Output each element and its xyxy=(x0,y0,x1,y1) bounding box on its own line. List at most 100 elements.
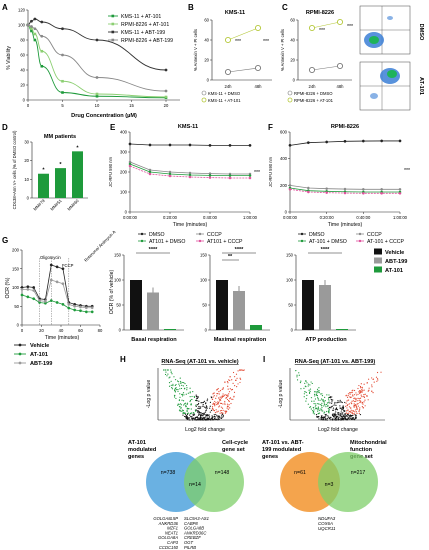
flow-plot-dmso-minor xyxy=(387,16,393,20)
volcano-point xyxy=(306,382,308,384)
volcano-point xyxy=(316,392,318,394)
volcano-point xyxy=(320,404,322,406)
volcano-point xyxy=(222,416,224,418)
volcano-point xyxy=(237,370,239,372)
panel-a-legend-label: RPMI-8226 + AT-101 xyxy=(121,22,169,28)
panel-f-y-label: JC-RFU 590 nm xyxy=(268,156,273,187)
volcano-point xyxy=(355,416,357,418)
data-point xyxy=(148,143,152,147)
volcano-point xyxy=(204,406,206,408)
bc-point xyxy=(224,68,232,76)
volcano-point xyxy=(335,414,337,416)
bar-panel-ytick-label: 0 xyxy=(291,328,294,333)
panel-d: MM patients 0 10 20 30 CD138+Ann V+ cells (… xyxy=(12,130,88,212)
bar-legend-swatch xyxy=(374,266,382,273)
volcano-point xyxy=(320,398,323,400)
venn-h-gene-right: CREBZF xyxy=(184,535,201,540)
volcano-point xyxy=(364,405,366,407)
volcano-point xyxy=(329,419,331,421)
panel-g-series xyxy=(20,258,94,325)
panel-a-point xyxy=(30,25,33,28)
bc-point xyxy=(224,36,232,44)
volcano-point xyxy=(335,411,337,413)
volcano-point xyxy=(358,400,360,402)
panel-h-volcano-points xyxy=(162,369,245,421)
volcano-point xyxy=(359,408,361,410)
volcano-point xyxy=(317,406,319,408)
volcano-point xyxy=(181,410,183,412)
volcano-point xyxy=(212,408,214,410)
data-point xyxy=(208,174,212,177)
volcano-point xyxy=(296,376,298,378)
f-xtick-label: 1:00:00 xyxy=(393,215,408,220)
venn-h-left-label-2: modulated xyxy=(128,447,157,453)
panel-b-xtick-24h: 24h xyxy=(225,84,233,89)
e-ytick-label: 300 xyxy=(120,150,128,155)
volcano-point xyxy=(328,409,330,411)
volcano-point xyxy=(311,400,313,402)
volcano-point xyxy=(222,387,224,389)
volcano-point xyxy=(172,383,174,385)
panel-i-volcano-points xyxy=(295,370,382,421)
volcano-point xyxy=(361,406,363,408)
panel-letter-d: D xyxy=(2,123,8,132)
volcano-point xyxy=(191,395,193,398)
e-legend-label: CCCP xyxy=(207,232,222,238)
volcano-point xyxy=(359,392,361,395)
volcano-point xyxy=(189,399,192,402)
volcano-point xyxy=(318,412,321,414)
volcano-point xyxy=(353,413,355,415)
panel-h-title: RNA-Seq (AT-101 vs. vehicle) xyxy=(161,359,238,365)
volcano-point xyxy=(311,382,313,385)
volcano-point xyxy=(329,402,331,404)
volcano-point xyxy=(171,387,173,389)
panel-g-x-ticks: 0 20 40 60 80 xyxy=(21,325,103,333)
panel-g-ytick-label: 0 xyxy=(17,323,20,328)
volcano-point xyxy=(168,381,171,384)
panel-a-ytick-label: 60 xyxy=(20,53,25,58)
volcano-point xyxy=(316,394,319,397)
data-point xyxy=(398,192,402,195)
volcano-point xyxy=(206,398,209,400)
volcano-point xyxy=(230,389,233,391)
volcano-point xyxy=(346,412,348,415)
volcano-point xyxy=(203,400,205,403)
volcano-point xyxy=(321,395,324,397)
volcano-point xyxy=(206,406,208,408)
volcano-point xyxy=(205,402,207,404)
panel-g-legend-label: AT-101 xyxy=(30,352,48,358)
bar-group-label: Maximal respiration xyxy=(214,337,267,343)
volcano-point xyxy=(190,413,192,415)
volcano-point xyxy=(232,398,234,400)
volcano-point xyxy=(198,408,200,410)
volcano-point xyxy=(316,416,318,418)
volcano-point xyxy=(321,408,323,410)
volcano-point xyxy=(185,406,187,408)
panel-g-xtick-label: 60 xyxy=(78,328,83,333)
volcano-point xyxy=(237,383,239,385)
volcano-point xyxy=(236,386,238,388)
volcano-point xyxy=(189,419,191,421)
volcano-point xyxy=(233,391,236,393)
volcano-point xyxy=(359,385,362,388)
volcano-point xyxy=(185,393,187,395)
volcano-point xyxy=(345,405,347,407)
volcano-point xyxy=(235,379,237,381)
volcano-point xyxy=(363,395,365,398)
volcano-point xyxy=(351,411,353,413)
b-yticks-label: 20 xyxy=(204,58,209,63)
panel-c-points xyxy=(308,18,344,74)
panel-c-xtick-48h: 48h xyxy=(337,84,345,89)
volcano-point xyxy=(321,410,323,412)
volcano-point xyxy=(342,407,344,410)
data-point xyxy=(61,282,65,286)
volcano-point xyxy=(202,405,204,407)
bc-point xyxy=(254,24,262,32)
volcano-point xyxy=(218,418,220,420)
volcano-point xyxy=(345,395,347,397)
volcano-point xyxy=(313,403,315,405)
data-point xyxy=(228,143,232,147)
volcano-point xyxy=(337,415,339,418)
volcano-point xyxy=(356,408,359,410)
respiration-bar xyxy=(130,280,142,330)
